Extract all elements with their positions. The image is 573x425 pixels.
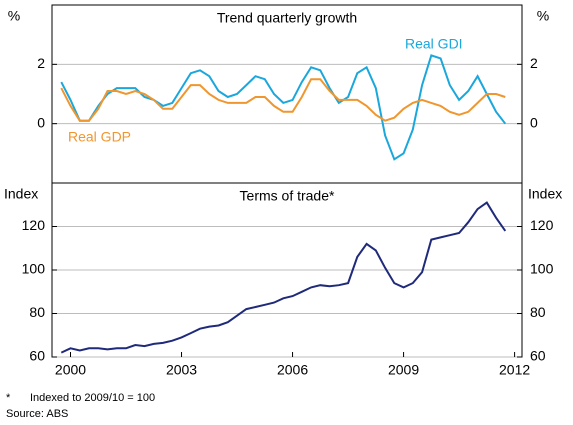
y2-tick-label: 2 bbox=[530, 55, 538, 71]
series-label: Real GDI bbox=[405, 36, 463, 52]
y2-axis-label: % bbox=[537, 8, 549, 24]
footnote-marker: * bbox=[6, 392, 11, 404]
line-series bbox=[60, 201, 507, 354]
y-tick-label: 120 bbox=[22, 217, 46, 233]
y-tick-label: 2 bbox=[37, 55, 45, 71]
x-tick-label: 2006 bbox=[277, 362, 308, 378]
y-axis-label: % bbox=[8, 8, 20, 24]
y2-tick-label: 80 bbox=[530, 304, 546, 320]
panel-title: Trend quarterly growth bbox=[217, 10, 357, 26]
y2-tick-label: 60 bbox=[530, 348, 546, 364]
y2-tick-label: 120 bbox=[530, 217, 554, 233]
y2-tick-label: 100 bbox=[530, 261, 554, 277]
line-series bbox=[60, 54, 507, 161]
x-tick-label: 2012 bbox=[499, 362, 530, 378]
panel-title: Terms of trade* bbox=[240, 188, 335, 204]
series-label: Real GDP bbox=[68, 129, 131, 145]
y-axis-label: Index bbox=[4, 186, 38, 202]
y2-axis-label: Index bbox=[528, 186, 562, 202]
x-tick-label: 2000 bbox=[55, 362, 86, 378]
y2-tick-label: 0 bbox=[530, 114, 538, 130]
frame bbox=[51, 4, 523, 358]
source: Source: ABS bbox=[6, 408, 68, 420]
y-tick-label: 0 bbox=[37, 114, 45, 130]
line-series bbox=[60, 78, 506, 122]
x-tick-label: 2003 bbox=[166, 362, 197, 378]
x-tick-label: 2009 bbox=[388, 362, 419, 378]
y-tick-label: 60 bbox=[29, 348, 45, 364]
footnote: Indexed to 2009/10 = 100 bbox=[30, 392, 155, 404]
y-tick-label: 100 bbox=[22, 261, 46, 277]
y-tick-label: 80 bbox=[29, 304, 45, 320]
